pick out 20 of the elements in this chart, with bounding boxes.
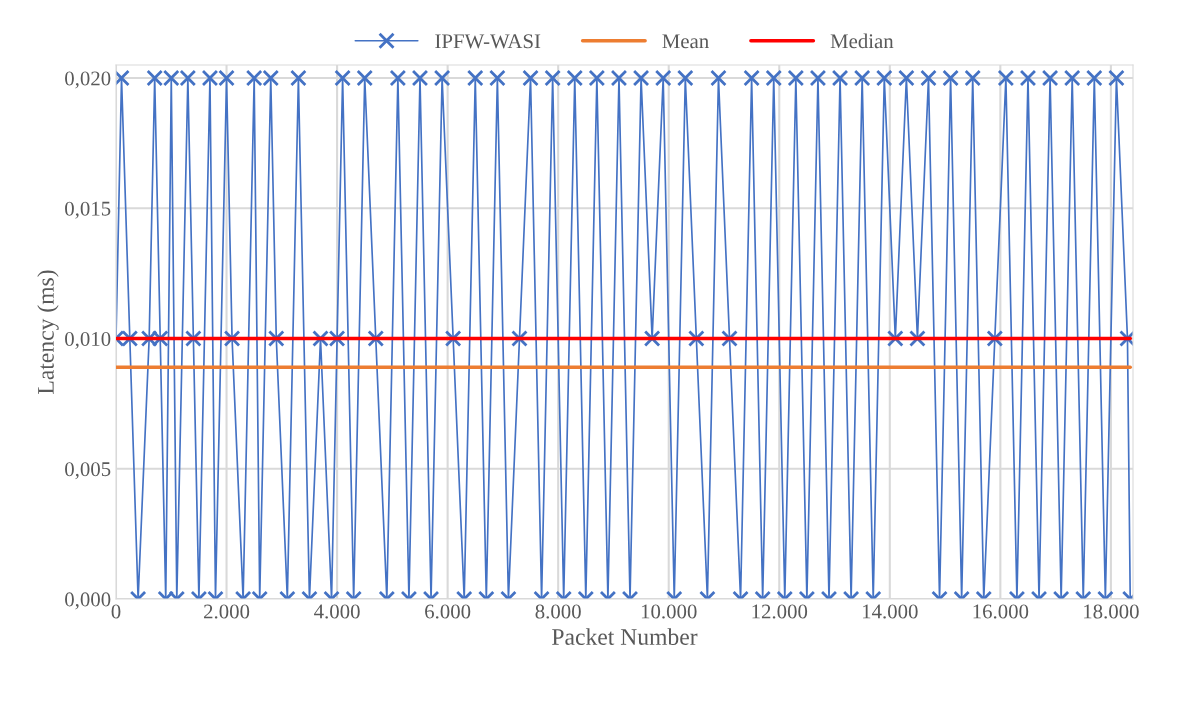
x-tick-label: 18.000 bbox=[1084, 604, 1139, 619]
x-tick-label: 0 bbox=[111, 604, 121, 619]
x-tick-label: 12.000 bbox=[752, 604, 808, 619]
y-tick-label: 0,005 bbox=[65, 462, 111, 480]
legend-label: IPFW-WASI bbox=[435, 34, 541, 49]
x-axis-title: Packet Number bbox=[552, 628, 698, 645]
y-tick-label: 0,020 bbox=[65, 71, 111, 89]
x-tick-label: 14.000 bbox=[862, 604, 918, 619]
x-tick-label: 6.000 bbox=[425, 604, 471, 619]
legend-label: Median bbox=[830, 33, 894, 49]
y-axis-title: Latency (ms) bbox=[37, 270, 59, 394]
x-tick-label: 4.000 bbox=[314, 604, 360, 619]
x-tick-label: 2.000 bbox=[204, 604, 250, 619]
y-tick-label: 0,000 bbox=[65, 592, 111, 610]
y-tick-label: 0,015 bbox=[65, 201, 111, 219]
x-tick-label: 8.000 bbox=[535, 604, 581, 619]
y-tick-label: 0,010 bbox=[65, 331, 111, 349]
legend-label: Mean bbox=[662, 34, 709, 49]
x-tick-label: 16.000 bbox=[973, 604, 1029, 619]
x-tick-label: 10.000 bbox=[641, 604, 697, 619]
